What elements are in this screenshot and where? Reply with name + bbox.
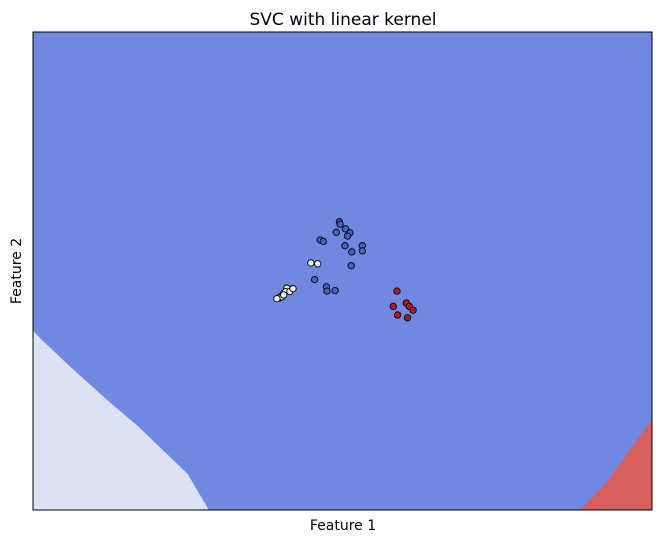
data-point-point-2 (409, 306, 417, 314)
data-point-point-1 (332, 228, 340, 236)
data-point-point-1 (358, 247, 366, 255)
decision-region-class-0 (33, 330, 209, 510)
data-point-point-0 (307, 259, 315, 267)
data-point-point-2 (393, 287, 401, 295)
data-point-point-1 (347, 262, 355, 270)
plot-area (32, 31, 653, 511)
x-axis-label: Feature 1 (310, 518, 376, 534)
data-point-point-0 (273, 295, 281, 303)
data-point-point-1 (310, 275, 319, 284)
y-axis-label: Feature 2 (9, 238, 25, 304)
data-point-point-1 (348, 248, 356, 256)
data-point-point-2 (389, 302, 397, 311)
data-point-point-1 (343, 232, 352, 240)
data-point-point-1 (336, 220, 344, 228)
data-point-point-0 (314, 260, 322, 268)
data-point-point-0 (280, 291, 288, 299)
chart-title: SVC with linear kernel (250, 10, 437, 30)
axes-frame (32, 31, 653, 511)
data-point-point-2 (403, 314, 412, 322)
data-point-point-1 (341, 242, 349, 250)
data-point-point-2 (393, 311, 402, 319)
data-point-point-1 (323, 287, 331, 295)
decision-region-class-2 (580, 420, 652, 510)
data-point-point-0 (289, 285, 297, 293)
data-points (273, 218, 417, 322)
decision-regions (33, 330, 652, 510)
data-point-point-1 (319, 237, 327, 246)
data-point-point-1 (331, 286, 339, 295)
